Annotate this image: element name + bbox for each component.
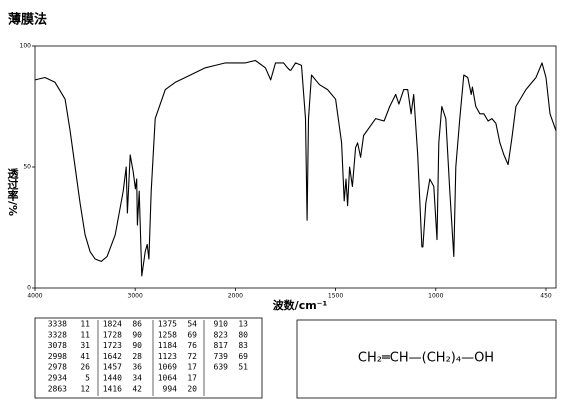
table-cell: 34 [132,374,142,383]
table-cell: 86 [132,320,142,329]
table-cell: 639 [214,363,229,372]
table-cell: 823 [214,330,229,339]
chart-title: 薄膜法 [8,12,47,28]
table-cell: 20 [187,384,197,393]
table-cell: 1824 [103,320,122,329]
table-cell: 12 [80,384,90,393]
table-cell: 1457 [103,363,122,372]
x-tick-label: 1500 [328,293,343,300]
y-tick-label: 0 [27,285,31,292]
table-cell: 11 [80,330,90,339]
table-cell: 83 [238,341,248,350]
table-cell: 3328 [48,330,67,339]
table-cell: 69 [238,352,248,361]
table-cell: 1184 [158,341,177,350]
peak-table-box [34,317,263,399]
table-cell: 72 [187,352,197,361]
table-cell: 54 [187,320,197,329]
structure-formula: CH₂═CH—(CH₂)₄—OH [358,351,494,366]
table-cell: 90 [132,330,142,339]
table-cell: 76 [187,341,197,350]
x-axis-label: 波数/cm⁻¹ [273,298,328,312]
table-cell: 41 [80,352,90,361]
x-tick-label: 4000 [27,293,42,300]
table-cell: 1723 [103,341,122,350]
table-cell: 1642 [103,352,122,361]
table-cell: 17 [187,363,197,372]
table-cell: 80 [238,330,248,339]
table-cell: 1258 [158,330,177,339]
table-cell: 1069 [158,363,177,372]
table-cell: 2863 [48,384,67,393]
table-cell: 51 [238,363,248,372]
table-cell: 817 [214,341,229,350]
x-tick-label: 2000 [228,293,243,300]
x-tick-label: 450 [540,293,552,300]
y-tick-label: 100 [20,43,32,50]
table-cell: 1416 [103,384,122,393]
table-cell: 3078 [48,341,67,350]
table-cell: 910 [214,320,229,329]
table-cell: 17 [187,374,197,383]
table-cell: 994 [163,384,178,393]
table-cell: 13 [238,320,248,329]
table-cell: 26 [80,363,90,372]
table-cell: 739 [214,352,229,361]
table-cell: 5 [85,374,90,383]
table-cell: 36 [132,363,142,372]
spectrum-line [34,59,557,277]
table-cell: 1123 [158,352,177,361]
table-cell: 1064 [158,374,177,383]
table-cell: 3338 [48,320,67,329]
table-cell: 2998 [48,352,67,361]
x-tick-label: 1000 [428,293,443,300]
table-cell: 42 [132,384,142,393]
table-cell: 28 [132,352,142,361]
table-cell: 69 [187,330,197,339]
y-axis-label: 透过率/% [6,168,19,216]
x-tick-label: 3000 [128,293,143,300]
y-tick-label: 50 [23,164,31,171]
plot-frame [34,45,557,289]
table-cell: 2934 [48,374,67,383]
table-cell: 1440 [103,374,122,383]
table-cell: 11 [80,320,90,329]
table-cell: 1375 [158,320,177,329]
structure-box [296,319,557,399]
table-cell: 1728 [103,330,122,339]
table-cell: 31 [80,341,90,350]
table-cell: 2978 [48,363,67,372]
table-cell: 90 [132,341,142,350]
